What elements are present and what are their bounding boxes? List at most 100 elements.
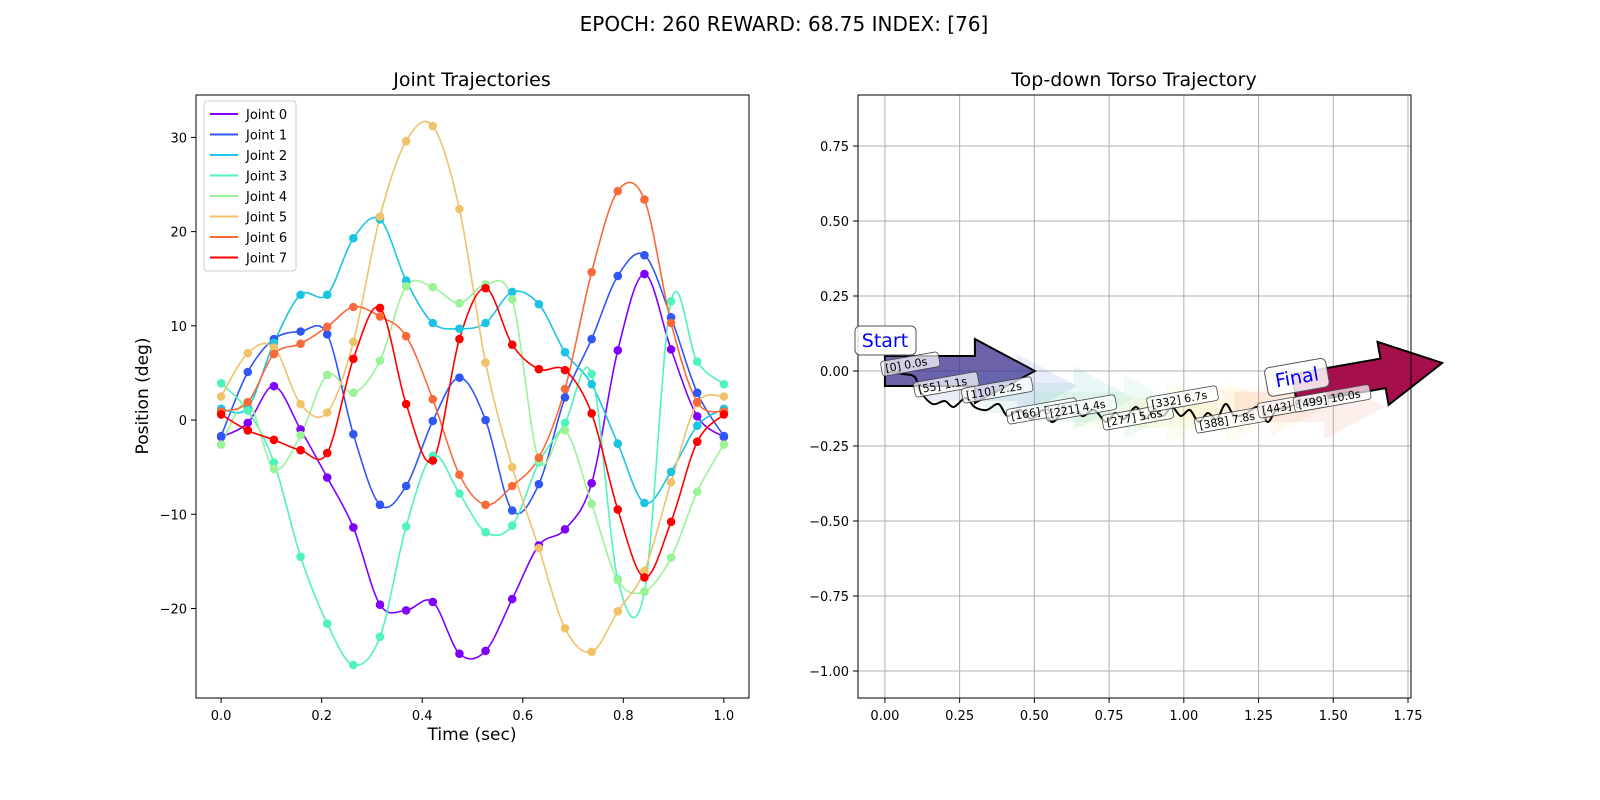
joint-4-point xyxy=(587,499,596,509)
joint-3-point xyxy=(401,522,411,531)
joint-6-point xyxy=(455,470,464,480)
joint-7-point xyxy=(349,354,358,364)
y-tick-label: −0.50 xyxy=(809,515,849,530)
joint-legend: Joint 0 Joint 1 Joint 2 Joint 3 Joint 4 Joint… xyxy=(203,100,297,272)
joint-2-point xyxy=(666,467,676,477)
joint-5-point xyxy=(216,392,226,401)
joint-2-point xyxy=(507,287,517,297)
joint-2-point xyxy=(613,439,623,448)
joint-3-point xyxy=(322,619,332,628)
joint-4-point xyxy=(507,295,517,304)
joint-4-point xyxy=(719,440,729,449)
y-tick-label: 0.00 xyxy=(820,365,849,380)
joint-0-point xyxy=(322,473,332,482)
joint-6-point xyxy=(243,397,253,407)
heading-arrow xyxy=(983,366,1134,430)
joint-1-point xyxy=(349,429,358,439)
joint-5-point xyxy=(428,121,438,131)
joint-3-point xyxy=(455,489,464,498)
x-tick-label: 0.4 xyxy=(412,709,433,724)
x-tick-label: 0.75 xyxy=(1095,709,1124,724)
joint-6-point xyxy=(560,384,570,394)
joint-3-point xyxy=(507,521,517,530)
joint-0-point xyxy=(613,346,623,355)
joint-points xyxy=(216,121,729,670)
joint-4-point xyxy=(455,298,464,308)
joint-0-point xyxy=(428,597,438,607)
joint-3-point xyxy=(216,379,226,388)
joint-0-point xyxy=(666,345,676,354)
torso-y-ticks: −1.00 −0.75 −0.50 −0.25 0.00 0.25 0.50 0.75 xyxy=(809,140,858,680)
joint-6-point xyxy=(666,318,676,328)
joint-5-point xyxy=(640,566,649,576)
joint-trajectories-title: Joint Trajectories xyxy=(392,69,550,91)
x-tick-label: 1.0 xyxy=(714,709,735,724)
joint-6-point xyxy=(613,186,623,196)
joint-6-point xyxy=(269,349,279,359)
joint-7-point xyxy=(666,517,676,527)
x-tick-label: 1.75 xyxy=(1394,709,1423,724)
joint-7-point xyxy=(401,399,411,409)
joint-3-point xyxy=(481,527,490,537)
x-tick-label: 1.00 xyxy=(1169,709,1198,724)
joint-5-point xyxy=(322,408,332,417)
heading-arrow xyxy=(1135,381,1286,445)
joint-2-point xyxy=(296,290,305,300)
joint-1-point xyxy=(322,330,332,339)
joint-7-point xyxy=(719,410,729,419)
joint-1-point xyxy=(243,367,253,377)
joint-4-point xyxy=(322,370,332,380)
joint-5-point xyxy=(507,462,517,472)
joint-6-point xyxy=(401,331,411,341)
joint-4-point xyxy=(666,553,676,562)
time-label-box xyxy=(960,376,1034,404)
joint-4-point xyxy=(401,281,411,291)
torso-x-ticks: 0.00 0.25 0.50 0.75 1.00 1.25 1.50 1.75 xyxy=(870,698,1422,724)
joint-2-point xyxy=(349,233,358,243)
joint-6-point xyxy=(481,500,490,510)
joint-7-point xyxy=(587,409,596,418)
joint-1-point xyxy=(481,415,490,425)
y-tick-label: 10 xyxy=(170,320,187,335)
figure-suptitle: EPOCH: 260 REWARD: 68.75 INDEX: [76] xyxy=(580,12,989,36)
joint-2-point xyxy=(534,299,544,309)
joint-0-point xyxy=(692,411,702,421)
joint-4-point xyxy=(296,430,305,440)
joint-0-point xyxy=(587,478,596,488)
legend-label: Joint 3 xyxy=(245,170,287,185)
x-tick-label: 0.00 xyxy=(870,709,899,724)
joint-0-point xyxy=(640,269,649,279)
joint-1-point xyxy=(216,431,226,441)
joint-5-point xyxy=(587,647,596,657)
legend-label: Joint 6 xyxy=(245,231,287,246)
joint-4-point xyxy=(560,426,570,435)
torso-trajectory-panel: Top-down Torso Trajectory [0] 0.0s[55] 1… xyxy=(809,69,1445,724)
joint-7-point xyxy=(243,426,253,435)
joint-1-point xyxy=(692,388,702,398)
joint-1-point xyxy=(613,271,623,281)
joint-3-point xyxy=(587,369,596,379)
joint-3-point xyxy=(719,379,729,389)
x-tick-label: 0.50 xyxy=(1020,709,1049,724)
final-label-box xyxy=(1264,357,1330,397)
final-annotation: Final xyxy=(1264,357,1330,397)
legend-label: Joint 2 xyxy=(245,149,287,164)
joint-1-point xyxy=(428,416,438,426)
x-tick-label: 0.0 xyxy=(211,709,232,724)
start-label: Start xyxy=(862,330,908,352)
joint-3-point xyxy=(269,458,279,467)
joint-7-point xyxy=(322,448,332,458)
joint-0-point xyxy=(401,606,411,615)
joint-0-point xyxy=(507,594,517,604)
joint-2-point xyxy=(322,290,332,300)
joint-1-point xyxy=(560,393,570,402)
joint-4-point xyxy=(269,464,279,474)
x-tick-label: 0.6 xyxy=(512,709,533,724)
joint-5-point xyxy=(481,358,490,367)
joint-0-point xyxy=(481,646,490,656)
joint-2-point xyxy=(692,421,702,431)
joint-x-axis-label: Time (sec) xyxy=(427,725,517,745)
joint-5-point xyxy=(666,477,676,487)
joint-2-point xyxy=(587,379,596,389)
